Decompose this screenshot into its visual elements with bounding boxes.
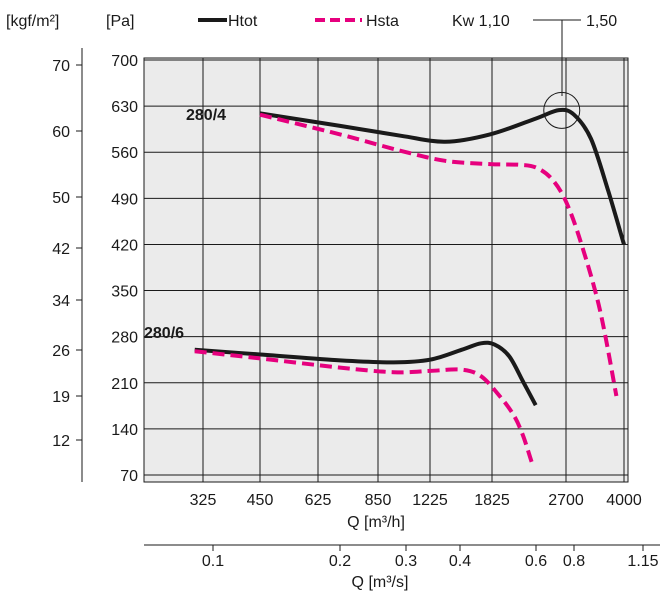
kgf-tick-label: 70 xyxy=(52,58,70,75)
kgf-axis-ticks: 12 19 26 34 42 50 60 70 xyxy=(52,58,82,450)
pa-tick-label: 700 xyxy=(111,53,138,70)
x-m3h-tick-label: 850 xyxy=(365,492,392,509)
x-m3h-tick-label: 625 xyxy=(305,492,332,509)
x-m3h-tick-label: 450 xyxy=(247,492,274,509)
x-m3s-tick-label: 0.4 xyxy=(449,553,471,570)
kgf-tick-label: 60 xyxy=(52,124,70,141)
x-m3h-tick-label: 1225 xyxy=(412,492,448,509)
legend-kw-value: 1,50 xyxy=(586,13,617,30)
curve-label-280-4: 280/4 xyxy=(186,107,226,124)
pa-tick-label: 560 xyxy=(111,145,138,162)
pa-tick-label: 280 xyxy=(111,330,138,347)
legend-htot-label: Htot xyxy=(228,13,258,30)
kgf-tick-label: 26 xyxy=(52,343,70,360)
x-m3h-tick-label: 4000 xyxy=(606,492,642,509)
x-m3h-tick-label: 2700 xyxy=(548,492,584,509)
kgf-tick-label: 34 xyxy=(52,293,70,310)
pa-tick-label: 630 xyxy=(111,99,138,116)
kgf-tick-label: 12 xyxy=(52,433,70,450)
curve-280-6-hsta xyxy=(194,349,534,463)
x-m3s-tick-label: 0.1 xyxy=(202,553,224,570)
grid xyxy=(144,58,628,482)
x-axis-m3s-ticks: 0.1 0.2 0.3 0.4 0.6 0.8 1.15 xyxy=(202,545,659,570)
curve-label-280-6: 280/6 xyxy=(144,325,184,342)
pa-tick-label: 70 xyxy=(120,468,138,485)
kgf-tick-label: 42 xyxy=(52,241,70,258)
kgf-unit-label: [kgf/m²] xyxy=(6,13,59,30)
legend: Htot Hsta Kw 1,10 1,50 xyxy=(198,13,617,30)
x-axis-m3h-label: Q [m³/h] xyxy=(347,514,405,531)
curves xyxy=(194,107,626,463)
pa-axis-ticks: 70 140 210 280 350 420 490 560 630 700 xyxy=(111,53,138,485)
pa-unit-label: [Pa] xyxy=(106,13,134,30)
kgf-tick-label: 19 xyxy=(52,389,70,406)
x-m3s-tick-label: 1.15 xyxy=(627,553,658,570)
x-m3h-tick-label: 1825 xyxy=(474,492,510,509)
kw-annotation xyxy=(543,20,581,129)
x-m3s-tick-label: 0.8 xyxy=(563,553,585,570)
x-m3h-tick-label: 325 xyxy=(190,492,217,509)
kw-annotation-circle xyxy=(543,91,581,129)
x-m3s-tick-label: 0.3 xyxy=(395,553,417,570)
x-axis-m3s-label: Q [m³/s] xyxy=(352,574,409,591)
curve-280-6-htot xyxy=(194,340,538,407)
x-axis-m3h-ticks: 325 450 625 850 1225 1825 2700 4000 xyxy=(190,492,642,509)
legend-kw-label: Kw 1,10 xyxy=(452,13,510,30)
x-m3s-tick-label: 0.2 xyxy=(329,553,351,570)
pa-tick-label: 350 xyxy=(111,284,138,301)
pa-tick-label: 490 xyxy=(111,191,138,208)
plot-area xyxy=(143,57,629,483)
curve-280-4-hsta xyxy=(259,112,619,397)
pa-tick-label: 420 xyxy=(111,237,138,254)
pa-tick-label: 140 xyxy=(111,422,138,439)
curve-280-4-htot xyxy=(259,107,626,245)
pa-tick-label: 210 xyxy=(111,376,138,393)
kgf-tick-label: 50 xyxy=(52,190,70,207)
x-m3s-tick-label: 0.6 xyxy=(525,553,547,570)
legend-hsta-label: Hsta xyxy=(366,13,399,30)
